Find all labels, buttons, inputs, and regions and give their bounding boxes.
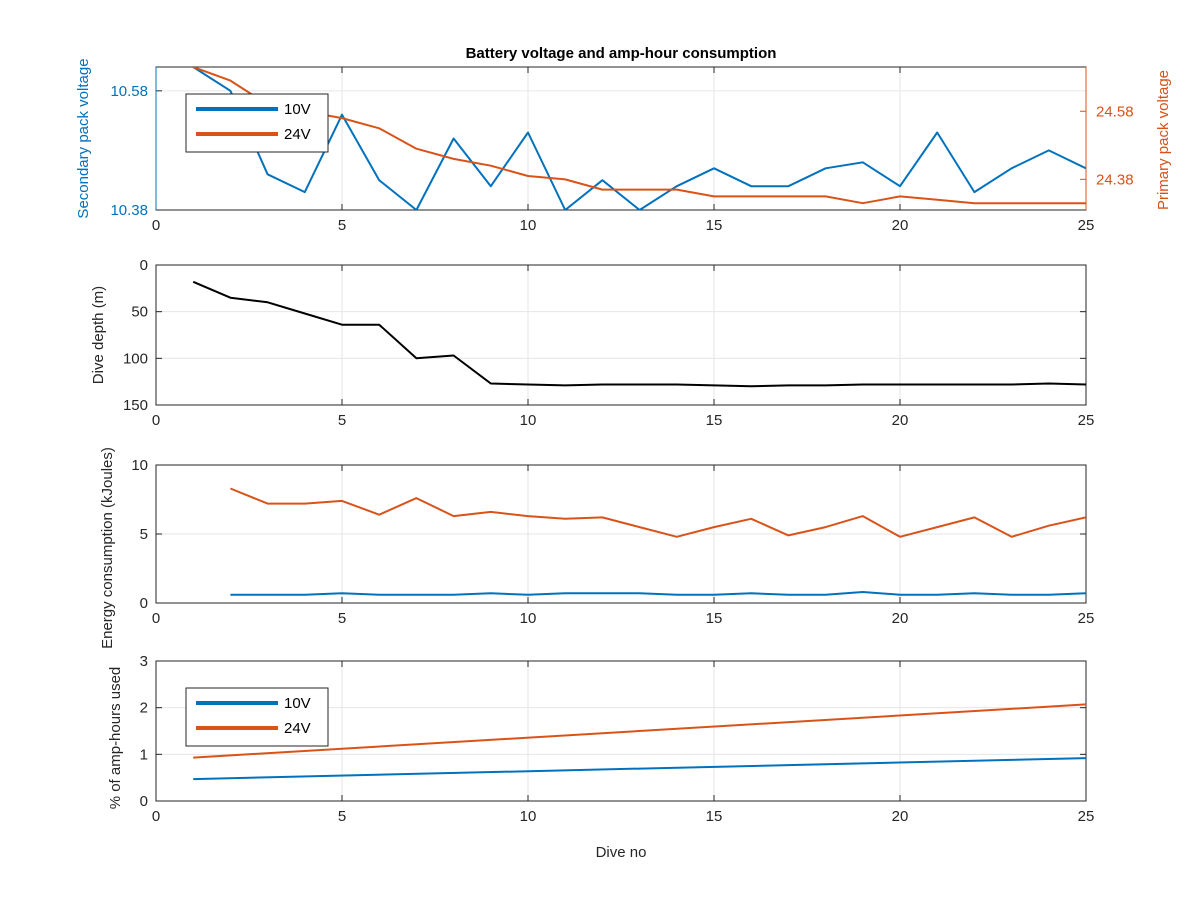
- x-tick-label: 15: [706, 808, 723, 825]
- panel-voltage: 0 5 10 15 20 25 10.38 10.58 24.38 24.58 Secondary …: [75, 45, 1172, 234]
- x-tick-label: 15: [706, 412, 723, 429]
- y-axis-label: Dive depth (m): [90, 286, 107, 384]
- y-tick-label: 50: [131, 304, 148, 321]
- y-axis-label: Secondary pack voltage: [75, 58, 92, 218]
- legend-label-24v: 24V: [284, 126, 311, 143]
- x-tick-label: 5: [338, 217, 346, 234]
- y-tick-label: 2: [140, 700, 148, 717]
- x-tick-label: 25: [1078, 610, 1095, 627]
- series-line-24v: [230, 487, 1086, 538]
- y-tick-label: 100: [123, 350, 148, 367]
- chart-title: Battery voltage and amp-hour consumption: [466, 45, 777, 62]
- x-tick-label: 5: [338, 412, 346, 429]
- x-tick-label: 0: [152, 217, 160, 234]
- x-tick-label: 20: [892, 217, 909, 234]
- y-tick-label: 0: [140, 257, 148, 274]
- series-line-10v: [230, 591, 1086, 596]
- x-tick-label: 10: [520, 808, 537, 825]
- x-tick-label: 0: [152, 808, 160, 825]
- y-tick-label: 3: [140, 653, 148, 670]
- x-tick-label: 15: [706, 217, 723, 234]
- legend-label-10v: 10V: [284, 695, 311, 712]
- y-tick-label: 0: [140, 595, 148, 612]
- y-tick-label: 10: [131, 457, 148, 474]
- y-tick-label: 10.38: [110, 202, 148, 219]
- x-tick-label: 25: [1078, 808, 1095, 825]
- x-tick-label: 10: [520, 610, 537, 627]
- panel-amp_hours: 0 5 10 15 20 25 0 1 2 3 % of amp-hours used Dive no…: [107, 653, 1094, 861]
- x-tick-label: 20: [892, 610, 909, 627]
- y-tick-label-right: 24.38: [1096, 171, 1134, 188]
- x-tick-label: 10: [520, 412, 537, 429]
- x-tick-label: 25: [1078, 412, 1095, 429]
- x-tick-label: 25: [1078, 217, 1095, 234]
- x-axis-label: Dive no: [596, 844, 647, 861]
- y-tick-label: 1: [140, 746, 148, 763]
- legend-box: [185, 93, 329, 153]
- series-line-10v: [192, 67, 1086, 210]
- y-tick-label-right: 24.58: [1096, 103, 1134, 120]
- series-line-24v: [193, 703, 1086, 759]
- y-tick-label: 150: [123, 397, 148, 414]
- legend-label-24v: 24V: [284, 720, 311, 737]
- x-tick-label: 0: [152, 412, 160, 429]
- x-tick-label: 0: [152, 610, 160, 627]
- y-tick-label: 5: [140, 526, 148, 543]
- legend-box: [185, 687, 329, 747]
- x-tick-label: 15: [706, 610, 723, 627]
- y-axis-label: % of amp-hours used: [107, 667, 124, 810]
- x-tick-label: 5: [338, 610, 346, 627]
- y-axis-label: Energy consumption (kJoules): [99, 447, 116, 649]
- series-line: [192, 280, 1086, 388]
- series-line-10v: [193, 757, 1086, 781]
- x-tick-label: 5: [338, 808, 346, 825]
- y-tick-label: 10.58: [110, 83, 148, 100]
- panel-depth: 0 5 10 15 20 25 0 50 100 150 Dive depth (m): [90, 257, 1094, 429]
- panel-energy: 0 5 10 15 20 25 0 5 10 Energy consumption (kJoule…: [99, 447, 1094, 649]
- x-tick-label: 20: [892, 808, 909, 825]
- x-tick-label: 10: [520, 217, 537, 234]
- series-line-24v: [192, 67, 1086, 205]
- x-tick-label: 20: [892, 412, 909, 429]
- legend-label-10v: 10V: [284, 101, 311, 118]
- axes-box: [155, 264, 1087, 406]
- y-axis-label-right: Primary pack voltage: [1155, 70, 1172, 210]
- axes-box: [155, 660, 1087, 802]
- y-tick-label: 0: [140, 793, 148, 810]
